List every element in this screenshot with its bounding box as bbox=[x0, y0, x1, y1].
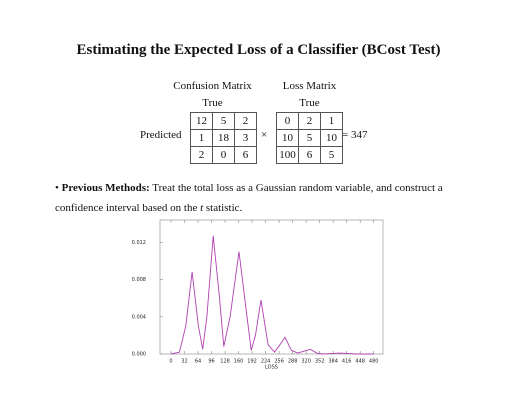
x-tick-label: 224 bbox=[261, 359, 271, 365]
matrix-cell: 6 bbox=[234, 146, 257, 164]
matrix-cell: 100 bbox=[276, 146, 299, 164]
bullet-symbol: t bbox=[200, 202, 204, 214]
y-tick-label: 0.008 bbox=[132, 277, 146, 283]
bullet-head: Previous Methods: bbox=[61, 182, 150, 194]
matrix-caption: Loss Matrix bbox=[282, 80, 337, 92]
row-caption: Predicted bbox=[140, 129, 182, 141]
x-tick-label: 128 bbox=[220, 359, 230, 365]
x-tick-label: 448 bbox=[355, 359, 365, 365]
x-tick-label: 64 bbox=[195, 359, 201, 365]
x-tick-label: 96 bbox=[208, 359, 214, 365]
x-tick-label: 192 bbox=[247, 359, 257, 365]
data-line bbox=[170, 235, 374, 355]
x-tick-label: 288 bbox=[288, 359, 298, 365]
matrix-row: 1 18 3 bbox=[190, 129, 257, 147]
bullet-text: Treat the total loss as a Gaussian rando… bbox=[55, 182, 443, 214]
x-axis-label: LOSS bbox=[265, 365, 278, 371]
x-tick-label: 160 bbox=[234, 359, 244, 365]
x-tick-label: 256 bbox=[274, 359, 284, 365]
x-tick-label: 352 bbox=[315, 359, 325, 365]
x-tick-label: 32 bbox=[181, 359, 187, 365]
x-tick-label: 0 bbox=[169, 359, 172, 365]
plot-frame bbox=[159, 219, 384, 355]
slide-title: Estimating the Expected Loss of a Classi… bbox=[76, 42, 441, 58]
x-tick-label: 416 bbox=[342, 359, 352, 365]
x-tick-label: 320 bbox=[301, 359, 311, 365]
y-tick-label: 0.012 bbox=[132, 240, 146, 246]
matrix-row: 10 5 10 bbox=[276, 129, 343, 147]
operator: × bbox=[261, 129, 268, 141]
axis-caption: True bbox=[202, 97, 223, 109]
matrix-cell: 10 bbox=[320, 129, 343, 147]
y-tick-label: 0.000 bbox=[132, 352, 146, 358]
bullet: • Previous Methods: Treat the total loss… bbox=[55, 182, 443, 214]
matrix-caption: Confusion Matrix bbox=[173, 80, 252, 92]
matrix-cell: 5 bbox=[320, 146, 343, 164]
bullet-text: statistic. bbox=[203, 202, 243, 214]
matrix-row: 100 6 5 bbox=[276, 146, 343, 164]
x-tick-label: 480 bbox=[369, 359, 379, 365]
axis-caption: True bbox=[299, 97, 320, 109]
confusion-matrix: 12 5 2 1 18 3 2 0 6 bbox=[190, 112, 257, 164]
y-tick-label: 0.004 bbox=[132, 314, 146, 320]
result: = 347 bbox=[342, 129, 368, 141]
loss-matrix: 0 2 1 10 5 10 100 6 5 bbox=[276, 112, 343, 164]
x-tick-label: 384 bbox=[328, 359, 338, 365]
